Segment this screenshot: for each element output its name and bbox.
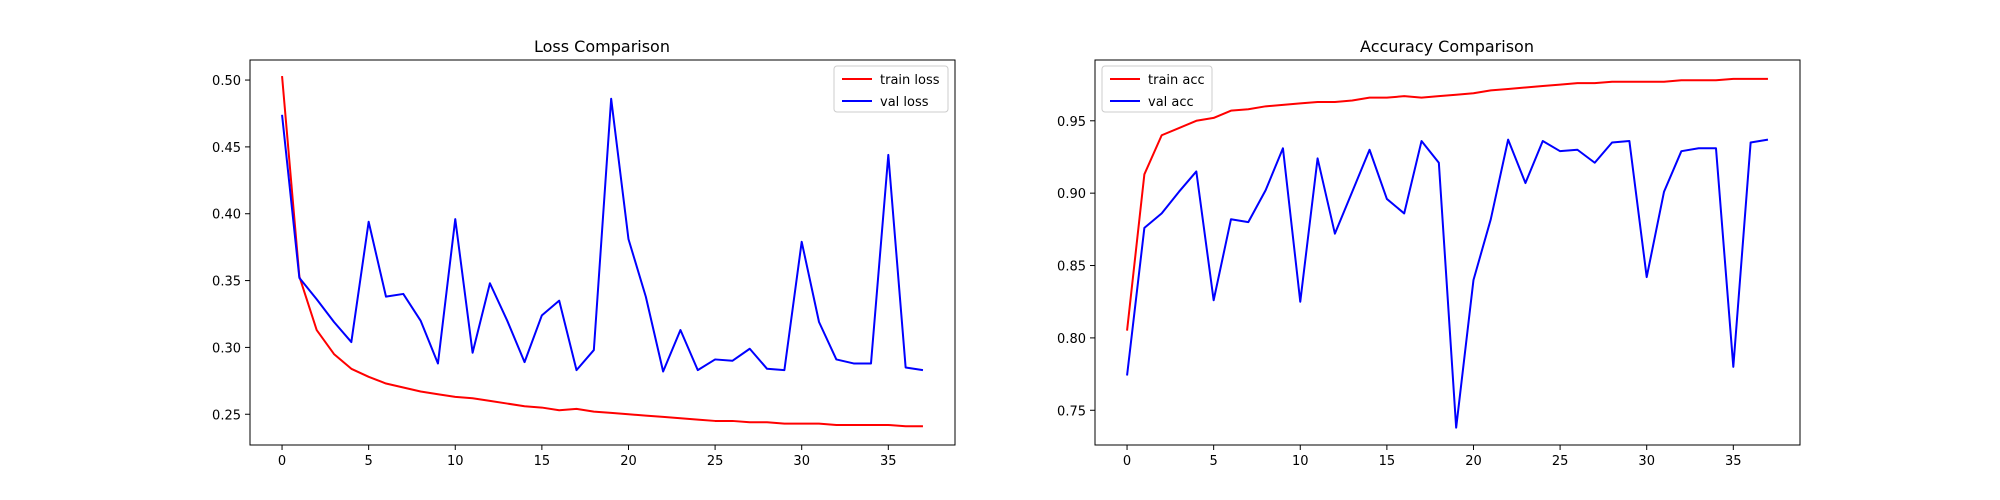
x-tick-label: 15	[534, 454, 551, 469]
y-tick-label: 0.40	[212, 208, 241, 223]
chart-title: Accuracy Comparison	[1360, 37, 1534, 56]
y-tick-label: 0.90	[1057, 187, 1086, 202]
y-tick-label: 0.95	[1057, 115, 1086, 130]
x-tick-label: 10	[1292, 454, 1309, 469]
accuracy-chart: Accuracy Comparison 0 5 10 15 20 25 30 35 0.75 0.…	[1057, 37, 1801, 469]
y-tick-label: 0.80	[1057, 332, 1086, 347]
x-tick-label: 10	[447, 454, 464, 469]
series-line-val-loss	[281, 97, 924, 373]
x-tick-label: 15	[1379, 454, 1396, 469]
x-tick-label: 35	[1725, 454, 1742, 469]
x-tick-label: 5	[365, 454, 373, 469]
x-tick-label: 35	[880, 454, 897, 469]
x-tick-label: 0	[1123, 454, 1131, 469]
series-line-train-loss	[281, 75, 923, 428]
x-tick-label: 0	[278, 454, 286, 469]
legend-label-train-acc: train acc	[1148, 73, 1205, 88]
x-tick-label: 30	[793, 454, 810, 469]
y-tick-label: 0.45	[212, 141, 241, 156]
legend-label-train-loss: train loss	[880, 73, 940, 88]
x-tick-label: 30	[1638, 454, 1655, 469]
y-tick-label: 0.30	[212, 341, 241, 356]
loss-chart: Loss Comparison 0 5 10 15 20 25 30 35 0.25 0.30 0.…	[212, 37, 956, 469]
plot-frame	[1094, 59, 1801, 446]
x-tick-label: 25	[707, 454, 724, 469]
x-tick-label: 20	[1465, 454, 1482, 469]
y-tick-label: 0.35	[212, 275, 241, 290]
series-line-train-acc	[1126, 77, 1768, 331]
series-line-val-acc	[1126, 138, 1769, 429]
legend: train loss val loss	[833, 65, 949, 113]
legend-label-val-loss: val loss	[880, 95, 929, 110]
x-tick-label: 25	[1552, 454, 1569, 469]
legend-label-val-acc: val acc	[1148, 95, 1194, 110]
y-tick-label: 0.50	[212, 74, 241, 89]
x-tick-label: 5	[1210, 454, 1218, 469]
y-tick-label: 0.75	[1057, 404, 1086, 419]
legend: train acc val acc	[1101, 65, 1213, 113]
y-tick-label: 0.25	[212, 408, 241, 423]
plot-frame	[249, 59, 956, 446]
chart-title: Loss Comparison	[534, 37, 670, 56]
y-tick-label: 0.85	[1057, 260, 1086, 275]
x-tick-label: 20	[620, 454, 637, 469]
